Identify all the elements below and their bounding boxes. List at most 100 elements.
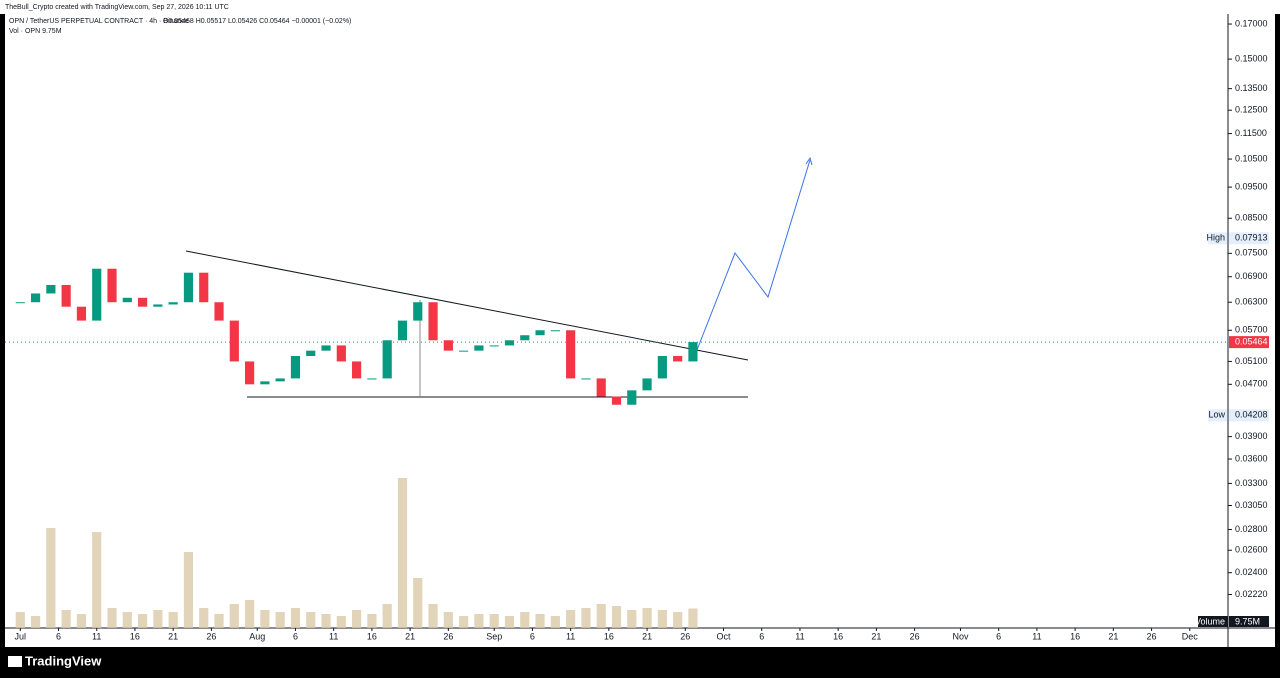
volume-label: Volume — [1195, 616, 1225, 626]
candle — [520, 335, 530, 341]
chart-area — [5, 14, 1275, 647]
volume-legend: Vol · OPN 9.75M — [9, 28, 62, 35]
volume-bar — [489, 614, 499, 628]
candle — [107, 268, 117, 303]
volume-bar — [443, 612, 453, 628]
y-tick-label: 0.03300 — [1235, 478, 1268, 488]
volume-bar — [459, 616, 469, 628]
y-tick-label: 0.05100 — [1235, 356, 1268, 366]
x-tick-label: 16 — [367, 631, 377, 641]
volume-bar — [92, 532, 102, 628]
candle — [535, 330, 545, 336]
y-tick-label: 0.13500 — [1235, 83, 1268, 93]
created-by: TheBull_Crypto created with TradingView.… — [5, 4, 229, 11]
x-tick-label: 11 — [1032, 631, 1041, 641]
y-tick-label: 0.07500 — [1235, 248, 1268, 258]
y-tick-label: 0.02600 — [1235, 545, 1268, 555]
x-tick-label: 21 — [1108, 631, 1118, 641]
volume-bar — [367, 614, 377, 628]
low-tag — [1208, 409, 1227, 422]
volume-bar — [642, 608, 652, 628]
volume-bar — [474, 614, 484, 628]
x-tick-label: 26 — [910, 631, 920, 641]
x-tick-label: 6 — [759, 631, 764, 641]
projection-path — [696, 159, 811, 351]
x-tick-label: Dec — [1182, 631, 1199, 641]
x-tick-label: 6 — [293, 631, 298, 641]
candle — [627, 390, 637, 405]
candle — [566, 330, 576, 379]
candle — [550, 330, 560, 332]
candle — [30, 293, 41, 303]
volume-bar — [397, 478, 408, 628]
low-box — [1229, 409, 1269, 422]
y-tick-label: 0.03050 — [1235, 500, 1268, 510]
volume-bar — [352, 610, 362, 628]
volume-bar — [657, 610, 667, 628]
candle — [611, 396, 622, 405]
bottom-bar — [0, 647, 1280, 678]
candle — [122, 297, 132, 303]
x-tick-label: 16 — [130, 631, 140, 641]
candle — [673, 355, 683, 362]
volume-bar — [306, 612, 316, 628]
y-tick-label: 0.02800 — [1235, 524, 1268, 534]
volume-bar — [46, 528, 56, 628]
volume-bar — [183, 552, 194, 628]
volume-bar — [566, 610, 576, 628]
projection-arrow — [805, 156, 813, 166]
y-tick-label: 0.06300 — [1235, 297, 1268, 307]
y-tick-label: 0.06900 — [1235, 271, 1268, 281]
candle — [504, 340, 515, 346]
candle — [657, 355, 667, 379]
y-tick-label: 0.02400 — [1235, 567, 1268, 577]
candle — [61, 284, 71, 307]
x-tick-label: Nov — [952, 631, 969, 641]
x-tick-label: 11 — [566, 631, 575, 641]
candle — [199, 272, 209, 303]
x-tick-label: 21 — [871, 631, 881, 641]
y-tick-label: 0.08500 — [1235, 213, 1268, 223]
high-value: 0.07913 — [1235, 233, 1268, 243]
volume-bar — [290, 608, 301, 628]
low-label: Low — [1208, 410, 1225, 420]
volume-tag — [1198, 616, 1228, 627]
volume-bar — [199, 608, 209, 628]
high-tag — [1208, 232, 1227, 245]
candle — [290, 355, 301, 379]
y-tick-label: 0.12500 — [1235, 105, 1268, 115]
y-tick-label: 0.09500 — [1235, 181, 1268, 191]
y-tick-label: 0.03900 — [1235, 431, 1268, 441]
candle — [474, 345, 484, 351]
last-price-label: 0.05464 — [1235, 336, 1268, 346]
volume-bar — [245, 600, 255, 628]
candle — [229, 320, 239, 362]
candle — [336, 345, 346, 362]
candle — [15, 302, 25, 304]
x-tick-label: 6 — [996, 631, 1001, 641]
volume-bar — [336, 616, 346, 628]
x-tick-label: Sep — [486, 631, 502, 641]
symbol-title: OPN / TetherUS PERPETUAL CONTRACT · 4h ·… — [9, 18, 189, 25]
candle — [275, 378, 285, 382]
x-tick-label: 11 — [92, 631, 101, 641]
y-tick-label: 0.11500 — [1235, 128, 1267, 138]
x-tick-label: 26 — [206, 631, 216, 641]
volume-bar — [428, 604, 438, 628]
volume-bar — [688, 608, 698, 628]
high-box — [1229, 232, 1269, 245]
volume-bar — [550, 616, 560, 628]
candle — [245, 361, 255, 385]
x-tick-label: Oct — [717, 631, 732, 641]
candle — [642, 378, 652, 391]
volume-bar — [153, 610, 163, 628]
candle — [46, 284, 56, 294]
volume-bar — [76, 614, 87, 628]
y-tick-label: 0.02220 — [1235, 589, 1268, 599]
brand: TradingView — [25, 653, 102, 668]
x-tick-label: 11 — [329, 631, 338, 641]
candle — [168, 302, 178, 305]
x-tick-label: 21 — [168, 631, 178, 641]
